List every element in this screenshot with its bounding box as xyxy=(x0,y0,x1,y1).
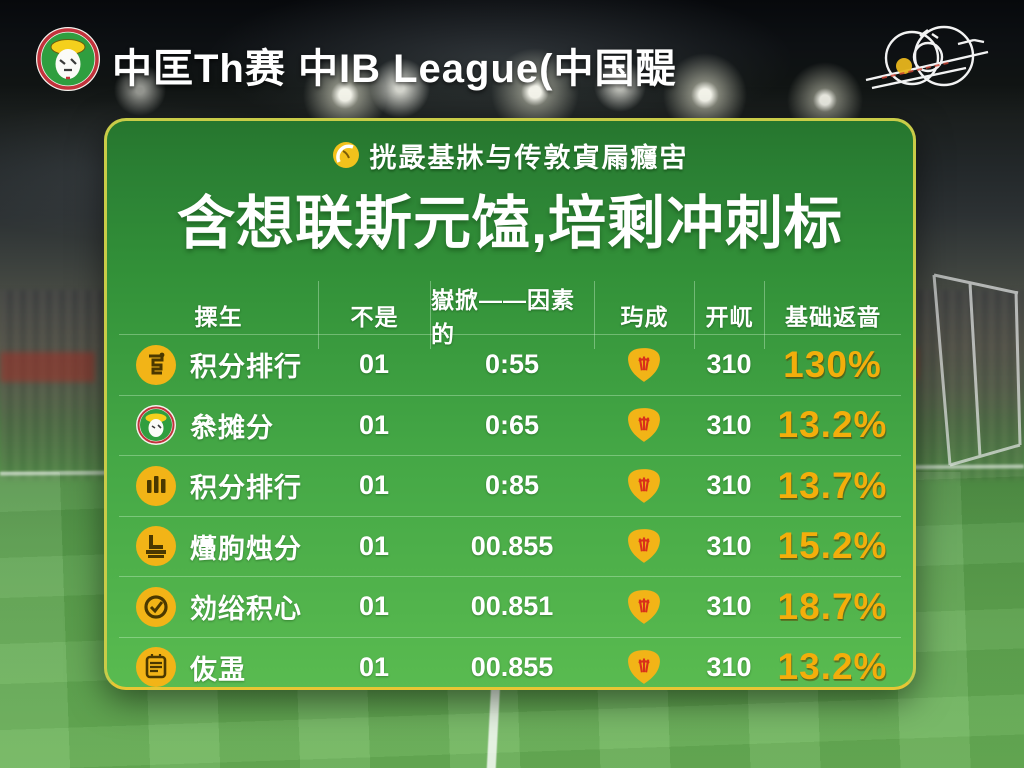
row-label: 积分排行 xyxy=(190,352,302,383)
stats-table: 搮玍 不是 嶽掀——因素的 玙成 开屼 基础返啬 积分排行 01 xyxy=(107,281,913,697)
table-row: 爡朐烛分 01 00.855 310 15.2% xyxy=(119,515,901,577)
row-col3: 00.855 xyxy=(470,530,554,561)
medal-icon xyxy=(135,646,177,688)
row-label: 积分排行 xyxy=(190,473,302,504)
main-panel: 挄晸基牀与传敦寊屚癮㝒 含想联斯元馌,培剩冲刺标 搮玍 不是 嶽掀——因素的 玙… xyxy=(104,118,916,690)
row-percent: 13.2% xyxy=(777,646,888,688)
row-col5: 310 xyxy=(706,470,752,501)
ad-banner-left xyxy=(0,352,95,382)
league-title: 中匡Th赛 中IB League(中国醍 xyxy=(112,47,677,91)
row-percent: 18.7% xyxy=(777,585,888,627)
shield-badge-icon xyxy=(594,347,694,383)
row-label: 叅摊分 xyxy=(190,412,274,443)
table-row: 积分排行 01 0:85 310 13.7% xyxy=(119,455,901,516)
subtitle-row: 挄晸基牀与传敦寊屚癮㝒 xyxy=(107,138,913,173)
check-ring-icon xyxy=(135,586,177,628)
column-header: 基础返啬 xyxy=(764,281,901,349)
row-col2: 01 xyxy=(358,349,390,380)
panel-title: 含想联斯元馌,培剩冲刺标 xyxy=(176,191,844,256)
trophy-icon xyxy=(135,344,177,386)
row-col5: 310 xyxy=(706,349,752,380)
table-row: 叅摊分 01 0:65 310 13.2% xyxy=(119,394,901,456)
sketch-emblem-icon xyxy=(865,25,989,90)
table-row: 効绤积心 01 00.851 310 18.7% xyxy=(119,576,901,637)
shield-badge-icon xyxy=(594,468,694,504)
row-percent: 130% xyxy=(783,343,882,385)
row-col3: 0:65 xyxy=(484,409,540,440)
row-col5: 310 xyxy=(706,651,752,682)
shield-badge-icon xyxy=(594,528,694,564)
row-label: 爡朐烛分 xyxy=(190,533,302,564)
row-col3: 00.851 xyxy=(470,591,554,622)
shield-badge-icon xyxy=(594,589,694,625)
row-col3: 00.855 xyxy=(470,651,554,682)
podium-icon xyxy=(135,525,177,567)
row-col5: 310 xyxy=(706,530,752,561)
row-col5: 310 xyxy=(706,409,752,440)
bar-chart-icon xyxy=(135,465,177,507)
row-col3: 0:55 xyxy=(484,349,540,380)
table-row: 伖盄 01 00.855 310 13.2% xyxy=(119,636,901,698)
column-header: 嶽掀——因素的 xyxy=(430,281,594,349)
row-col2: 01 xyxy=(358,651,390,682)
row-col5: 310 xyxy=(706,591,752,622)
row-col2: 01 xyxy=(358,591,390,622)
table-header-row: 搮玍 不是 嶽掀——因素的 玙成 开屼 基础返啬 xyxy=(119,281,901,349)
top-bar: 中匡Th赛 中IB League(中国醍 xyxy=(0,0,1024,110)
row-percent: 15.2% xyxy=(777,525,888,567)
column-header: 搮玍 xyxy=(194,304,243,330)
row-col3: 0:85 xyxy=(484,470,540,501)
row-percent: 13.2% xyxy=(777,404,888,446)
row-label: 効绤积心 xyxy=(190,594,302,625)
shield-badge-icon xyxy=(594,407,694,443)
panel-subtitle: 挄晸基牀与传敦寊屚癮㝒 xyxy=(369,142,689,173)
club-badge-icon xyxy=(135,404,177,446)
column-header: 不是 xyxy=(318,281,430,349)
row-col2: 01 xyxy=(358,409,390,440)
column-header: 开屼 xyxy=(694,281,764,349)
goal-frame xyxy=(932,273,1022,467)
column-header: 玙成 xyxy=(594,281,694,349)
row-label: 伖盄 xyxy=(190,654,246,685)
table-row: 积分排行 01 0:55 310 130% xyxy=(119,334,901,395)
row-percent: 13.7% xyxy=(777,464,888,506)
row-col2: 01 xyxy=(358,470,390,501)
club-badge-icon xyxy=(36,27,100,91)
shield-badge-icon xyxy=(594,649,694,685)
row-col2: 01 xyxy=(358,530,390,561)
ball-icon xyxy=(332,142,359,168)
